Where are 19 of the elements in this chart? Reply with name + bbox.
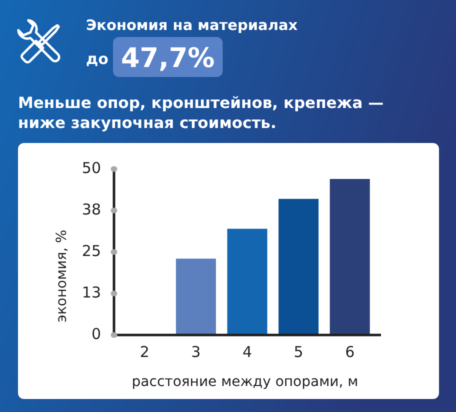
y-tick-label: 0 xyxy=(91,325,101,344)
chart-subtitle: до 47,7% xyxy=(86,43,215,74)
chart-title: Экономия на материалах xyxy=(86,18,298,34)
x-tick-label: 5 xyxy=(294,343,304,362)
x-tick-label: 6 xyxy=(345,343,355,362)
x-tick-label: 4 xyxy=(242,343,252,362)
y-tick-label: 38 xyxy=(82,200,101,219)
y-tick-label: 25 xyxy=(82,242,101,260)
text: Меньше опор, кронштейнов, крепежа — ниже закупочная стоимость. xyxy=(18,94,384,132)
bar xyxy=(227,228,268,335)
bar xyxy=(278,198,319,335)
x-axis-title: расстояние между опорами, м xyxy=(132,374,358,390)
x-tick-label: 3 xyxy=(191,343,201,362)
y-tick-label: 50 xyxy=(82,159,101,178)
y-tick-label: 13 xyxy=(82,284,101,302)
x-tick-label: 2 xyxy=(140,343,150,362)
bar xyxy=(330,178,370,335)
y-axis-title: экономия, % xyxy=(54,230,70,322)
bar xyxy=(176,258,216,335)
